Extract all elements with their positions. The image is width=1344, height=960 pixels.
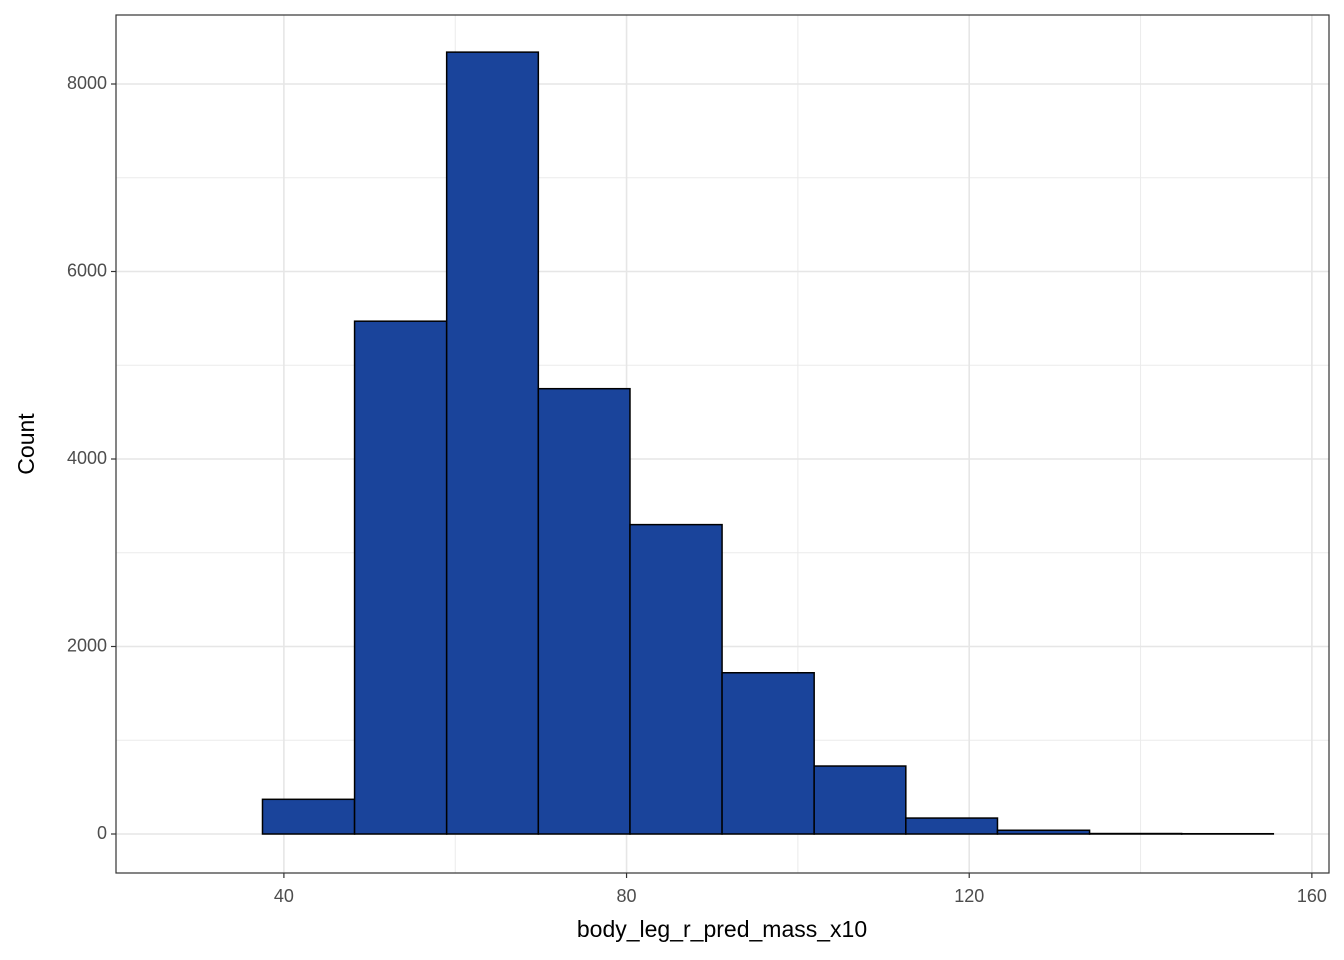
y-axis-title: Count (13, 413, 39, 475)
bar (261, 798, 356, 835)
x-tick-label: 40 (274, 886, 294, 906)
x-tick-label: 120 (954, 886, 984, 906)
bar (813, 765, 907, 835)
x-axis-title: body_leg_r_pred_mass_x10 (577, 916, 867, 942)
y-tick-label: 6000 (67, 260, 107, 280)
bar (445, 51, 540, 835)
bar (629, 523, 723, 835)
bar (353, 320, 448, 835)
bar (721, 672, 815, 835)
panel-border (115, 14, 1330, 874)
bar (537, 387, 631, 835)
y-tick-label: 2000 (67, 635, 107, 655)
bar (996, 829, 1091, 835)
y-tick-label: 0 (97, 823, 107, 843)
y-tick-label: 8000 (67, 73, 107, 93)
y-tick-label: 4000 (67, 448, 107, 468)
bar (905, 817, 999, 835)
x-tick-label: 160 (1297, 886, 1327, 906)
x-tick-label: 80 (617, 886, 637, 906)
